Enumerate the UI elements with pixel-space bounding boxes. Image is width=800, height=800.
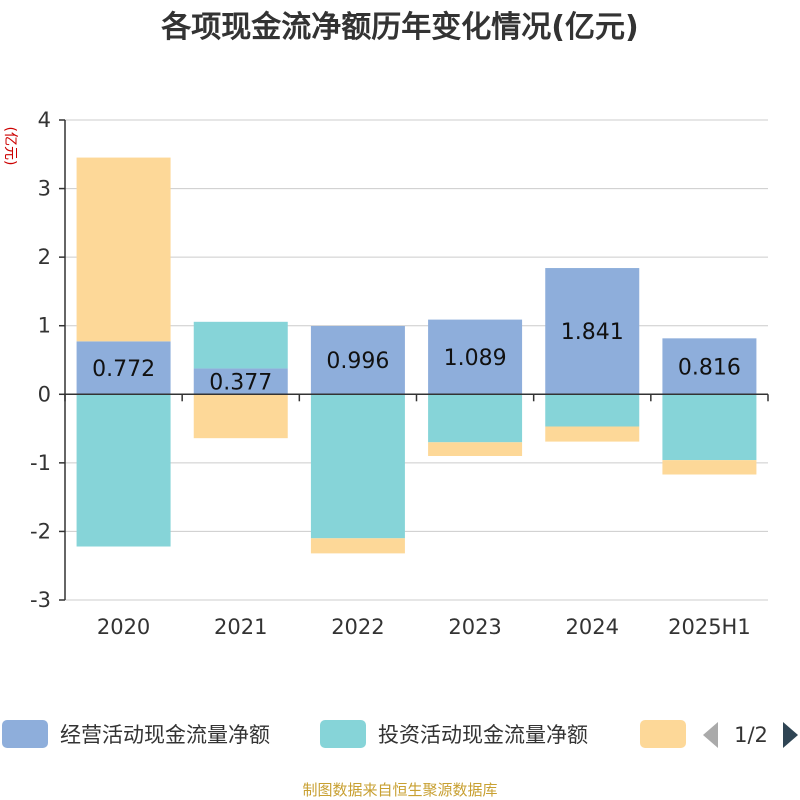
bar-segment [310,538,405,554]
bar-segment [76,341,171,395]
legend-swatch[interactable] [320,720,366,748]
y-tick-label: 0 [38,382,51,406]
y-tick-label: -1 [30,451,51,475]
data-label: 0.377 [209,370,272,395]
bar-segment [310,394,405,539]
legend-prev-icon[interactable] [703,722,718,748]
legend-label[interactable]: 经营活动现金流量净额 [60,723,270,747]
data-label: 0.996 [326,349,389,374]
bar-segment [76,394,171,547]
bar-segment [193,321,288,369]
bar-segment [428,442,523,456]
axes [64,120,769,600]
legend-next-icon[interactable] [783,722,798,748]
bar-segment [76,157,171,342]
y-tick-label: -3 [30,588,51,612]
bars [76,157,757,554]
y-tick-label: 2 [38,245,51,269]
bar-segment [428,394,523,443]
legend: 经营活动现金流量净额 投资活动现金流量净额 [2,720,686,748]
data-label: 1.841 [561,320,624,345]
bar-segment [193,394,288,439]
x-tick-label: 2023 [448,615,501,639]
x-tick-label: 2025H1 [668,615,751,639]
y-tick-label: -2 [30,519,51,543]
bar-segment [545,426,640,442]
x-tick-label: 2022 [331,615,384,639]
legend-pager[interactable]: 1/2 [703,722,798,748]
data-label: 0.772 [92,357,155,382]
y-tick-label: 3 [38,177,51,201]
bar-segment [662,394,757,461]
bar-segment [310,325,405,395]
bar-segment [545,268,640,395]
legend-page-indicator: 1/2 [734,723,768,747]
data-label: 0.816 [678,355,741,380]
legend-swatch[interactable] [640,720,686,748]
bar-segment [428,319,523,395]
x-tick-labels: 2020 2021 2022 2023 2024 2025H1 [97,615,751,639]
bar-segment [193,368,288,395]
bar-segment [545,394,640,427]
x-tick-label: 2020 [97,615,150,639]
legend-label[interactable]: 投资活动现金流量净额 [378,723,588,747]
y-tick-label: 4 [38,108,51,132]
y-axis-label: (亿元) [2,127,18,166]
data-label: 1.089 [444,346,507,371]
y-tick-labels: 4 3 2 1 0 -1 -2 -3 [30,108,51,612]
chart-title: 各项现金流净额历年变化情况(亿元) [160,10,638,45]
source-note: 制图数据来自恒生聚源数据库 [302,781,497,799]
x-tick-label: 2021 [214,615,267,639]
grid-lines [59,119,768,601]
bar-segment [662,338,757,395]
x-tick-label: 2024 [566,615,619,639]
bar-segment [662,460,757,475]
legend-swatch[interactable] [2,720,48,748]
y-tick-label: 1 [38,314,51,338]
data-labels: 0.772 0.377 0.996 1.089 1.841 0.816 [92,320,741,395]
